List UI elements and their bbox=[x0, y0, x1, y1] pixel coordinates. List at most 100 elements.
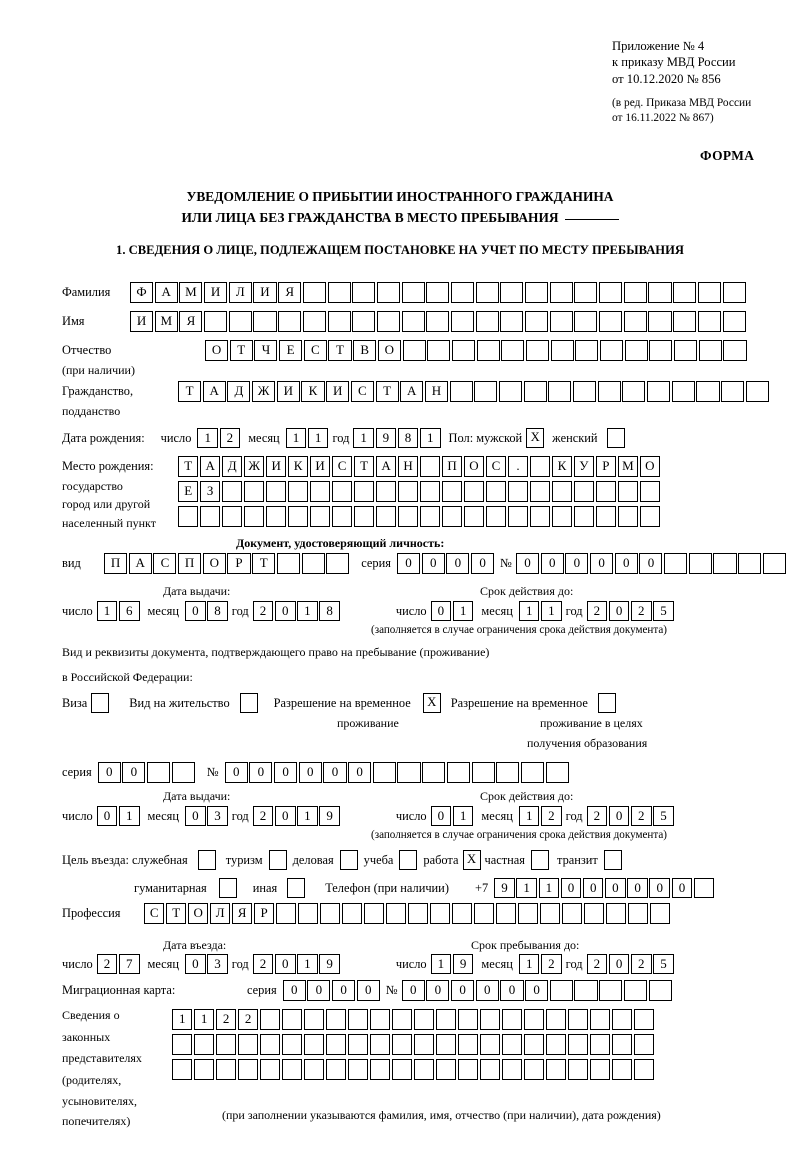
form-cell[interactable]: 0 bbox=[608, 954, 630, 974]
form-cell[interactable] bbox=[253, 311, 277, 332]
form-cell[interactable] bbox=[567, 1034, 589, 1055]
form-cell[interactable] bbox=[397, 481, 419, 502]
form-cell[interactable] bbox=[688, 553, 712, 574]
form-cell[interactable]: 1 bbox=[541, 601, 562, 621]
form-cell[interactable]: 2 bbox=[252, 601, 274, 621]
form-cell[interactable] bbox=[422, 762, 446, 783]
form-cell[interactable] bbox=[413, 1034, 435, 1055]
form-cell[interactable] bbox=[303, 1059, 325, 1080]
form-cell[interactable]: 8 bbox=[207, 601, 228, 621]
form-cell[interactable] bbox=[413, 1059, 435, 1080]
form-cell[interactable]: 2 bbox=[237, 1009, 259, 1030]
form-cell[interactable] bbox=[171, 762, 195, 783]
form-cell[interactable]: С bbox=[153, 553, 177, 574]
purpose-study-checkbox[interactable] bbox=[399, 850, 418, 870]
form-cell[interactable] bbox=[738, 553, 762, 574]
form-cell[interactable] bbox=[193, 1059, 215, 1080]
form-cell[interactable] bbox=[419, 506, 441, 527]
form-cell[interactable] bbox=[496, 762, 520, 783]
birthplace-cells-3[interactable] bbox=[178, 506, 661, 527]
form-cell[interactable]: 2 bbox=[215, 1009, 237, 1030]
purpose-humanitarian-checkbox[interactable] bbox=[218, 878, 237, 898]
form-cell[interactable]: С bbox=[331, 456, 353, 477]
form-cell[interactable] bbox=[693, 878, 715, 898]
form-cell[interactable] bbox=[319, 903, 341, 924]
form-cell[interactable] bbox=[276, 553, 300, 574]
form-cell[interactable]: 5 bbox=[653, 806, 674, 826]
form-cell[interactable] bbox=[473, 903, 495, 924]
form-cell[interactable]: М bbox=[154, 311, 178, 332]
form-cell[interactable] bbox=[215, 1034, 237, 1055]
form-cell[interactable]: Д bbox=[227, 381, 251, 402]
form-cell[interactable]: 5 bbox=[653, 954, 674, 974]
form-cell[interactable] bbox=[309, 481, 331, 502]
form-cell[interactable] bbox=[435, 1034, 457, 1055]
form-cell[interactable]: 0 bbox=[97, 762, 121, 783]
form-cell[interactable]: 1 bbox=[297, 806, 318, 826]
form-cell[interactable] bbox=[347, 1059, 369, 1080]
form-cell[interactable] bbox=[713, 553, 737, 574]
form-cell[interactable] bbox=[193, 1034, 215, 1055]
form-cell[interactable]: 0 bbox=[608, 601, 630, 621]
form-cell[interactable] bbox=[479, 1059, 501, 1080]
form-cell[interactable]: Е bbox=[279, 340, 303, 361]
form-cell[interactable]: 0 bbox=[639, 553, 663, 574]
form-cell[interactable]: 0 bbox=[122, 762, 146, 783]
form-cell[interactable] bbox=[303, 1009, 325, 1030]
form-cell[interactable] bbox=[551, 481, 573, 502]
form-cell[interactable] bbox=[622, 381, 646, 402]
form-cell[interactable] bbox=[501, 1059, 523, 1080]
form-cell[interactable] bbox=[474, 381, 498, 402]
form-cell[interactable] bbox=[449, 381, 473, 402]
form-cell[interactable] bbox=[549, 282, 573, 303]
form-cell[interactable]: 7 bbox=[118, 954, 140, 974]
form-cell[interactable]: 2 bbox=[252, 954, 274, 974]
form-cell[interactable]: Л bbox=[209, 903, 231, 924]
form-cell[interactable]: 0 bbox=[274, 954, 296, 974]
form-cell[interactable] bbox=[471, 762, 495, 783]
form-cell[interactable]: Д bbox=[221, 456, 243, 477]
form-cell[interactable] bbox=[545, 1034, 567, 1055]
form-cell[interactable] bbox=[573, 481, 595, 502]
form-cell[interactable]: С bbox=[485, 456, 507, 477]
form-cell[interactable]: 0 bbox=[224, 762, 248, 783]
form-cell[interactable]: 0 bbox=[590, 553, 614, 574]
form-cell[interactable]: . bbox=[507, 456, 529, 477]
form-cell[interactable]: 1 bbox=[197, 428, 218, 448]
temp-residence-checkbox[interactable]: X bbox=[422, 693, 441, 713]
form-cell[interactable]: 2 bbox=[586, 601, 608, 621]
form-cell[interactable] bbox=[450, 311, 475, 332]
form-cell[interactable] bbox=[275, 903, 297, 924]
form-cell[interactable]: 0 bbox=[307, 980, 331, 1001]
form-cell[interactable] bbox=[463, 506, 485, 527]
form-cell[interactable] bbox=[331, 506, 353, 527]
form-cell[interactable]: 0 bbox=[348, 762, 372, 783]
form-cell[interactable]: 0 bbox=[475, 980, 499, 1001]
form-cell[interactable] bbox=[599, 282, 623, 303]
form-cell[interactable] bbox=[633, 1009, 655, 1030]
form-cell[interactable]: И bbox=[253, 282, 277, 303]
form-cell[interactable] bbox=[671, 381, 695, 402]
form-cell[interactable] bbox=[419, 456, 441, 477]
form-cell[interactable] bbox=[479, 1034, 501, 1055]
form-cell[interactable] bbox=[199, 506, 221, 527]
form-cell[interactable]: 2 bbox=[96, 954, 118, 974]
form-cell[interactable] bbox=[485, 481, 507, 502]
form-cell[interactable] bbox=[762, 553, 786, 574]
form-cell[interactable] bbox=[259, 1009, 281, 1030]
form-cell[interactable]: 0 bbox=[185, 806, 206, 826]
visa-checkbox[interactable] bbox=[91, 693, 110, 713]
form-cell[interactable]: 9 bbox=[319, 954, 340, 974]
form-cell[interactable] bbox=[617, 506, 639, 527]
form-cell[interactable]: 0 bbox=[565, 553, 589, 574]
